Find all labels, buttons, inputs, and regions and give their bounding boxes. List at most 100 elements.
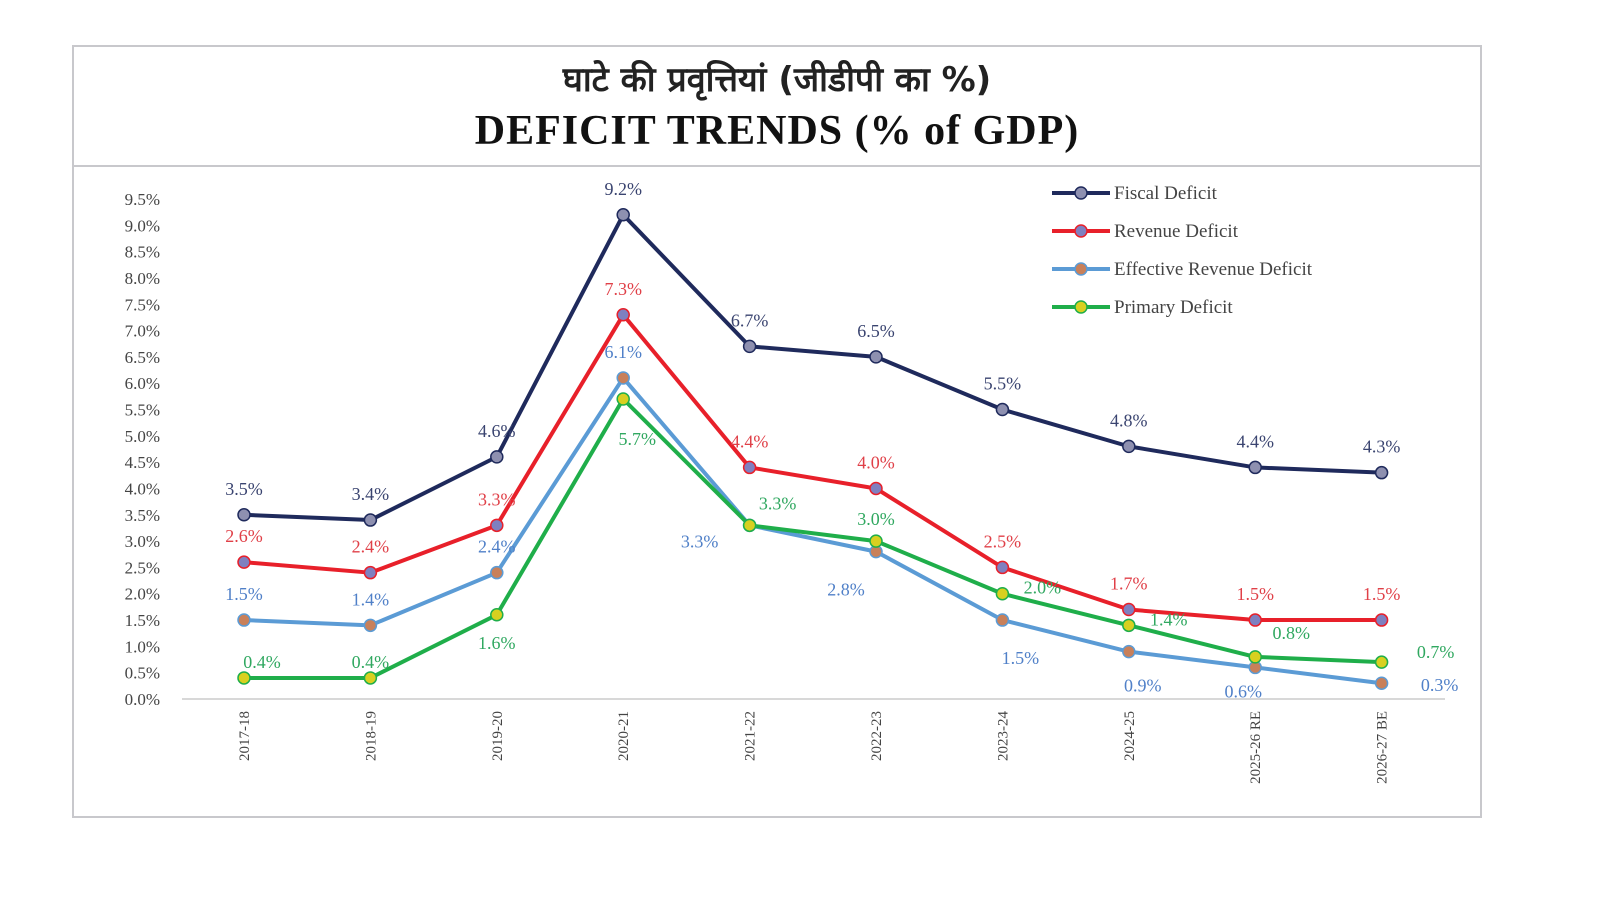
data-label: 3.3% (478, 489, 516, 509)
data-point (1122, 618, 1136, 633)
data-label: 3.3% (681, 531, 719, 551)
data-label: 4.4% (731, 431, 769, 451)
y-tick-label: 4.5% (125, 453, 160, 472)
data-label: 9.2% (604, 179, 642, 199)
data-point (869, 481, 883, 496)
data-point (1374, 676, 1389, 690)
data-point (490, 608, 504, 622)
y-tick-label: 1.5% (125, 611, 160, 630)
chart-frame (72, 45, 1482, 818)
data-point (1248, 460, 1262, 475)
data-point (616, 392, 630, 406)
x-tick-label: 2023-24 (995, 711, 1011, 761)
data-label: 0.3% (1421, 675, 1459, 695)
x-tick-label: 2026-27 BE (1375, 711, 1391, 784)
data-point (1248, 650, 1262, 664)
data-point (995, 402, 1010, 417)
data-point (363, 513, 378, 527)
data-label: 4.3% (1363, 437, 1401, 457)
data-point (616, 371, 630, 385)
y-tick-label: 8.5% (125, 243, 160, 262)
x-tick-label: 2021-22 (743, 711, 759, 761)
data-label: 2.8% (827, 580, 865, 600)
data-point (363, 618, 378, 633)
data-label: 5.7% (618, 429, 656, 449)
y-tick-label: 6.0% (125, 374, 160, 393)
x-tick-label: 2017-18 (237, 711, 253, 761)
data-label: 0.6% (1224, 681, 1262, 701)
data-point (237, 671, 251, 685)
data-label: 6.1% (604, 342, 642, 362)
y-tick-label: 6.5% (125, 348, 160, 367)
data-label: 3.0% (857, 509, 895, 529)
data-label: 1.6% (478, 633, 516, 653)
data-label: 1.5% (1363, 584, 1401, 604)
data-label: 0.4% (352, 652, 390, 672)
data-label: 3.3% (759, 493, 797, 513)
data-label: 4.0% (857, 452, 895, 472)
data-point (742, 460, 757, 475)
legend-label: Revenue Deficit (1114, 221, 1239, 242)
y-tick-label: 9.0% (125, 216, 160, 235)
data-point (363, 671, 378, 685)
y-tick-label: 4.0% (125, 479, 160, 498)
y-tick-label: 0.0% (125, 690, 160, 709)
data-point (363, 565, 378, 580)
data-point (1122, 602, 1136, 617)
data-point (742, 339, 757, 354)
data-point (1122, 644, 1136, 659)
series-line-3 (244, 397, 1382, 680)
data-point (995, 560, 1010, 575)
data-point (237, 508, 251, 522)
series-line-0 (243, 212, 1382, 523)
chart-title: DEFICIT TRENDS (% of GDP) (474, 108, 1080, 154)
data-label: 3.5% (225, 479, 263, 499)
y-tick-label: 3.0% (125, 532, 160, 551)
data-label: 1.5% (225, 584, 263, 604)
y-tick-label: 5.5% (125, 401, 160, 420)
data-label: 6.7% (731, 310, 769, 330)
data-point (869, 534, 883, 548)
data-label: 1.4% (1150, 609, 1188, 629)
data-point (1122, 439, 1136, 454)
data-point (1374, 465, 1389, 480)
data-label: 1.5% (1236, 584, 1274, 604)
data-label: 3.4% (352, 484, 390, 504)
legend-marker (1074, 224, 1088, 238)
data-point (490, 450, 504, 464)
legend-marker (1074, 262, 1088, 276)
data-label: 0.7% (1417, 642, 1455, 662)
data-point (490, 518, 504, 533)
data-label: 2.5% (984, 531, 1022, 551)
x-tick-label: 2019-20 (490, 711, 506, 761)
data-label: 4.6% (478, 421, 516, 441)
data-point (616, 208, 630, 222)
title-box: घाटे की प्रवृत्तियां (जीडीपी का %) DEFIC… (72, 45, 1482, 167)
data-point (995, 613, 1010, 627)
data-point (490, 565, 504, 580)
x-tick-label: 2018-19 (363, 711, 379, 761)
data-label: 2.6% (225, 526, 263, 546)
data-label: 1.5% (1002, 648, 1040, 668)
series-line-2 (243, 375, 1382, 686)
data-label: 1.7% (1110, 574, 1148, 594)
data-label: 0.9% (1124, 676, 1162, 696)
y-tick-label: 2.5% (125, 558, 160, 577)
y-tick-label: 7.0% (125, 322, 160, 341)
data-label: 4.4% (1236, 431, 1274, 451)
y-tick-label: 7.5% (125, 295, 160, 314)
data-point (616, 308, 630, 322)
legend-label: Fiscal Deficit (1114, 183, 1218, 204)
data-point (1374, 613, 1389, 627)
x-tick-label: 2020-21 (616, 711, 632, 761)
data-point (1374, 655, 1389, 669)
legend-label: Effective Revenue Deficit (1114, 259, 1313, 280)
legend-marker (1074, 300, 1088, 314)
data-label: 0.8% (1272, 623, 1310, 643)
data-point (237, 555, 251, 569)
y-tick-label: 0.5% (125, 664, 160, 683)
data-label: 4.8% (1110, 410, 1148, 430)
data-point (995, 586, 1010, 601)
y-tick-label: 9.5% (125, 190, 160, 209)
